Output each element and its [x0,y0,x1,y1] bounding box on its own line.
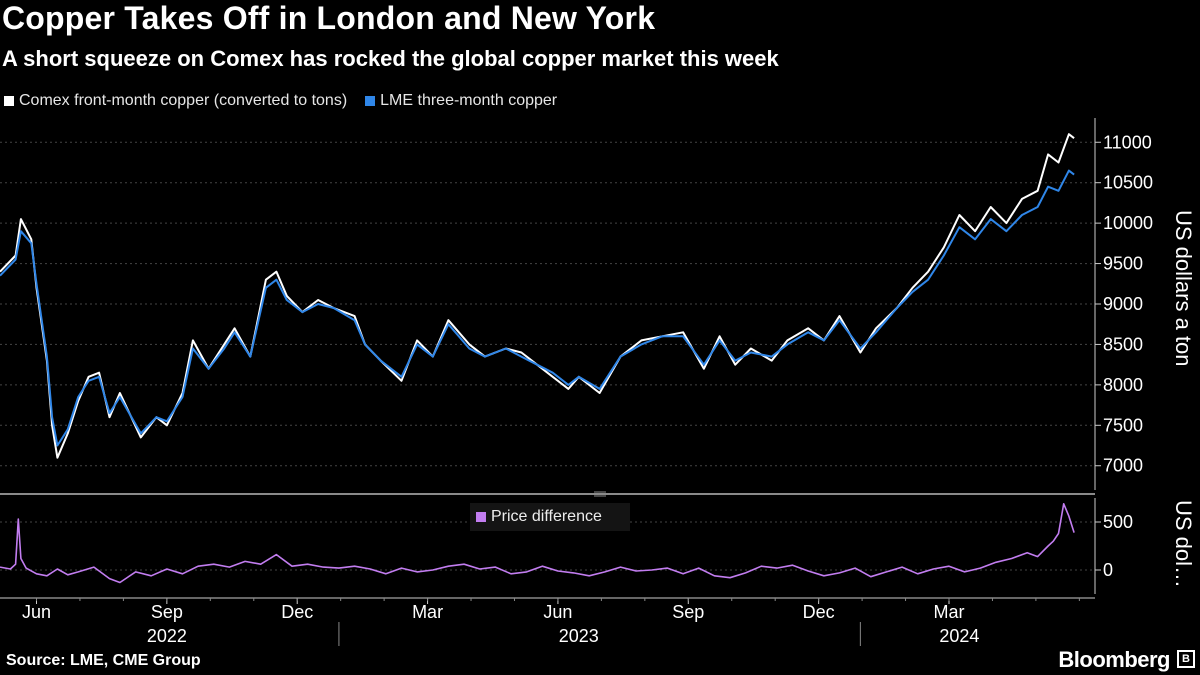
main-y-tick-label: 11000 [1103,132,1152,152]
diff-y-tick-label: 0 [1103,560,1113,580]
source-note: Source: LME, CME Group [6,652,201,669]
series-line-difference [0,502,1075,584]
legend-swatch-comex [4,96,14,106]
series-line-comex [0,133,1075,459]
x-tick-label: Mar [412,602,443,622]
main-y-tick-label: 7500 [1103,415,1143,435]
main-y-tick-label: 8000 [1103,375,1143,395]
legend-label-comex: Comex front-month copper (converted to t… [19,92,348,109]
legend-swatch-lme [365,96,376,106]
main-y-axis-label: US dollars a ton [1171,210,1196,367]
series-line-lme [0,169,1075,447]
x-tick-label: Dec [803,602,835,622]
main-y-tick-label: 9500 [1103,254,1143,274]
chart-title: Copper Takes Off in London and New York [2,0,656,36]
main-y-tick-label: 10500 [1103,173,1153,193]
main-y-tick-label: 7000 [1103,456,1143,476]
main-y-tick-label: 10000 [1103,213,1153,233]
x-tick-label: Dec [281,602,313,622]
difference-legend[interactable]: Price difference [470,503,630,531]
legend-swatch-difference [476,512,486,522]
bloomberg-logo: Bloomberg [1058,647,1170,672]
x-year-label: 2022 [147,626,187,646]
diff-y-tick-label: 500 [1103,512,1133,532]
x-tick-label: Mar [934,602,965,622]
main-legend: Comex front-month copper (converted to t… [4,90,575,112]
diff-y-axis-label: US dol… [1171,500,1196,588]
x-tick-label: Jun [543,602,572,622]
legend-label-lme: LME three-month copper [380,92,558,109]
x-year-label: 2023 [559,626,599,646]
legend-item-comex[interactable]: Comex front-month copper (converted to t… [4,92,347,110]
main-y-tick-label: 8500 [1103,334,1143,354]
x-tick-label: Sep [672,602,704,622]
x-year-label: 2024 [939,626,979,646]
bloomberg-mark-icon: B [1177,650,1195,668]
legend-item-lme[interactable]: LME three-month copper [365,92,557,110]
legend-label-difference: Price difference [491,508,602,525]
x-tick-label: Jun [22,602,51,622]
x-tick-label: Sep [151,602,183,622]
chart-subtitle: A short squeeze on Comex has rocked the … [2,46,779,71]
main-y-tick-label: 9000 [1103,294,1143,314]
